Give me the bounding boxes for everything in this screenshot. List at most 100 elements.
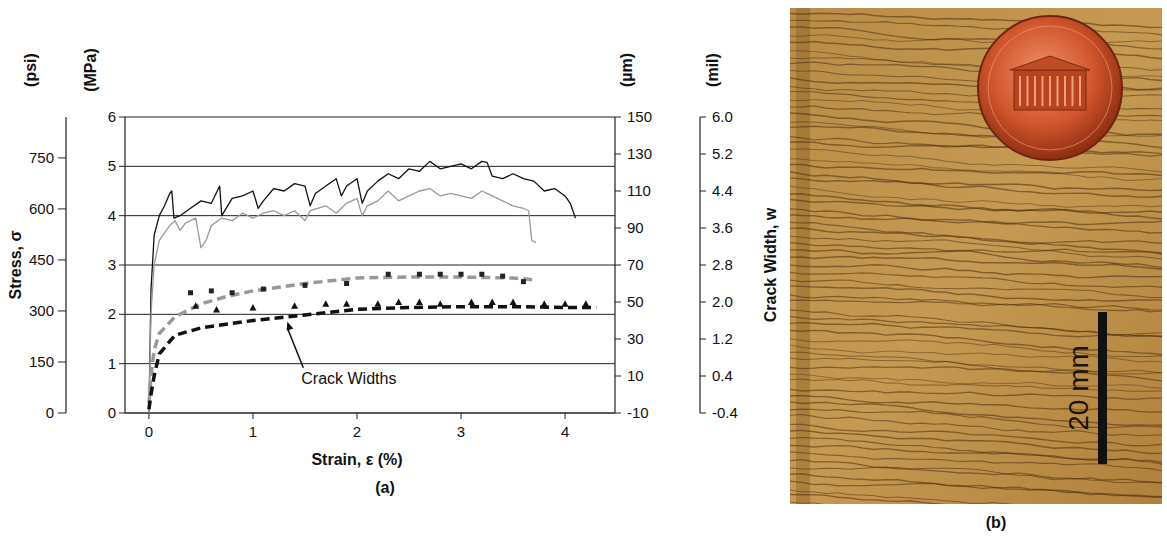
marker: [386, 272, 391, 277]
crack: [790, 265, 1162, 278]
tick: [615, 302, 621, 303]
coin: [978, 16, 1122, 160]
tick-label: 4: [108, 207, 116, 224]
marker: [374, 300, 381, 307]
tick: [58, 157, 66, 158]
cracks: [790, 8, 1162, 504]
scale-bar: [1098, 312, 1107, 464]
tick: [700, 228, 706, 229]
crack: [790, 280, 1162, 298]
crack: [790, 186, 1162, 208]
tick-label: 30: [627, 330, 644, 347]
tick: [700, 265, 706, 266]
tick: [615, 376, 621, 377]
panel-label: (a): [375, 479, 395, 496]
tick: [615, 154, 621, 155]
crack: [790, 178, 1162, 197]
marker: [437, 300, 444, 307]
tick-label: 5: [108, 157, 116, 174]
tick: [615, 339, 621, 340]
coin-column: [1019, 76, 1021, 106]
tick-label: 150: [627, 108, 652, 125]
tick-label: 1: [249, 423, 257, 440]
photo-panel: 20 mm (b): [790, 8, 1167, 531]
marker: [479, 272, 484, 277]
tick: [461, 413, 462, 419]
marker: [459, 272, 464, 277]
crack: [790, 137, 1162, 157]
marker: [302, 283, 307, 288]
coin-roof: [1010, 56, 1090, 70]
marker: [192, 302, 199, 309]
coin-column: [1034, 76, 1036, 106]
tick-label: 5.2: [712, 145, 733, 162]
marker: [249, 304, 256, 311]
crack: [790, 194, 1162, 221]
axis-unit: (µm): [618, 53, 635, 87]
tick-label: 2.0: [712, 293, 733, 310]
crack: [790, 236, 1162, 259]
tick-label: 750: [29, 149, 54, 166]
marker: [395, 299, 402, 306]
marker: [213, 306, 220, 313]
tick: [58, 259, 66, 260]
tick-label: 0: [46, 404, 54, 421]
marker: [417, 272, 422, 277]
tick: [700, 191, 706, 192]
tick-label: 90: [627, 219, 644, 236]
crack: [790, 222, 1162, 244]
marker: [521, 279, 526, 284]
tick-label: 1.2: [712, 330, 733, 347]
crack: [790, 474, 1162, 497]
tick-label: 110: [627, 182, 651, 199]
crack: [790, 228, 1162, 254]
grid-line: [125, 215, 615, 216]
panel-label: (b): [986, 514, 1006, 531]
axis-title: Stress, σ: [7, 231, 24, 300]
marker: [344, 281, 349, 286]
annotation: Crack Widths: [287, 322, 397, 387]
annotation-text: Crack Widths: [301, 370, 396, 387]
tick: [700, 302, 706, 303]
grid: [125, 117, 615, 413]
marker: [562, 300, 569, 307]
annotation-arrow: [287, 328, 303, 368]
tick: [615, 117, 621, 118]
tick-label: 150: [29, 353, 54, 370]
tick: [615, 265, 621, 266]
axis-title: Crack Width, w: [762, 207, 779, 322]
tick: [58, 413, 66, 414]
psi-axis-line: [65, 117, 66, 413]
tick: [58, 208, 66, 209]
axis-unit: (mil): [704, 53, 721, 87]
figure: 01234560150300450600750-1010305070901101…: [0, 0, 1167, 540]
tick-label: -10: [627, 404, 649, 421]
tick: [565, 413, 566, 419]
arrow-head: [287, 322, 294, 331]
crack-width-line: [149, 277, 534, 404]
tick-label: 130: [627, 145, 652, 162]
tick-label: 10: [627, 367, 644, 384]
tick: [119, 314, 125, 315]
tick: [252, 413, 253, 419]
stress-line: [149, 161, 576, 413]
tick: [119, 413, 125, 414]
marker: [230, 290, 235, 295]
tick-label: 0: [145, 423, 153, 440]
tick-label: 4.4: [712, 182, 733, 199]
crack: [790, 300, 1162, 311]
crack: [790, 495, 1162, 505]
grid-line: [125, 314, 615, 315]
marker: [416, 299, 423, 306]
tick-label: 2: [108, 305, 116, 322]
crack: [790, 295, 1162, 313]
edge-shadow: [796, 8, 810, 504]
marker: [291, 302, 298, 309]
grid-line: [125, 166, 615, 167]
scale-bar-label: 20 mm: [1063, 345, 1094, 431]
grid-line: [125, 265, 615, 266]
tick: [356, 413, 357, 419]
tick-label: 4: [561, 423, 569, 440]
grid-line: [125, 413, 615, 414]
marker: [261, 287, 266, 292]
